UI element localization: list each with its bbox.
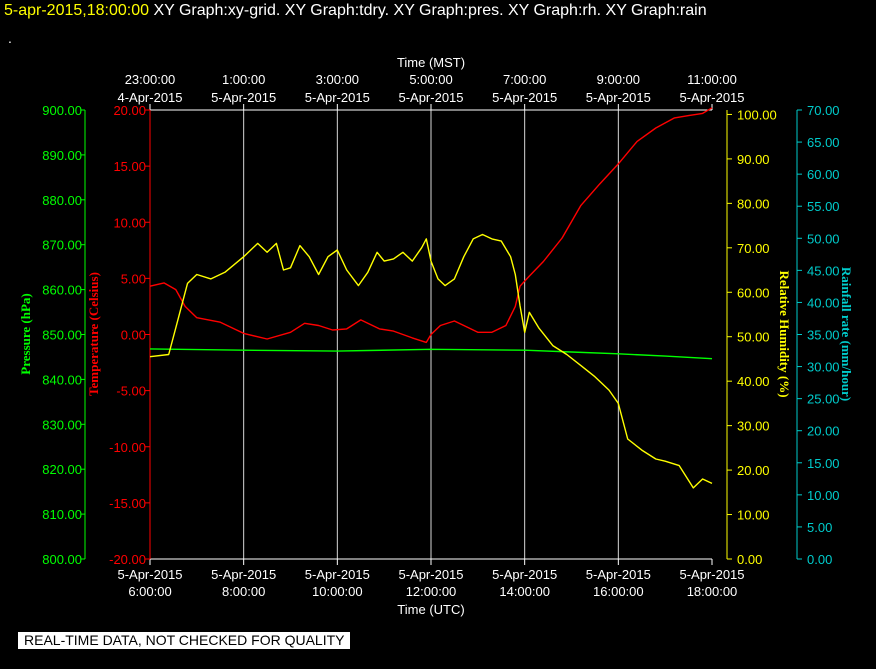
- rain-tick-label: 35.00: [807, 328, 840, 343]
- top-tick-time: 9:00:00: [597, 72, 640, 87]
- pressure-tick-label: 810.00: [42, 507, 82, 522]
- rain-tick-label: 65.00: [807, 135, 840, 150]
- bottom-tick-time: 18:00:00: [687, 584, 738, 599]
- rain-axis-title: Rainfall rate (mm/hour): [839, 267, 854, 401]
- temperature-series-line: [149, 107, 713, 344]
- top-axis-label: Time (MST): [397, 55, 465, 70]
- bottom-tick-time: 12:00:00: [406, 584, 457, 599]
- temperature-tick-label: 5.00: [121, 271, 146, 286]
- rain-tick-label: 50.00: [807, 231, 840, 246]
- top-tick-date: 5-Apr-2015: [492, 90, 557, 105]
- humidity-axis-title: Relative Humidity (%): [777, 270, 792, 397]
- rain-tick-label: 55.00: [807, 199, 840, 214]
- humidity-series-line: [149, 233, 713, 489]
- bottom-tick-date: 5-Apr-2015: [211, 567, 276, 582]
- pressure-tick-label: 840.00: [42, 372, 82, 387]
- pressure-tick-label: 880.00: [42, 193, 82, 208]
- humidity-tick-label: 50.00: [737, 330, 770, 345]
- bottom-tick-date: 5-Apr-2015: [586, 567, 651, 582]
- top-tick-date: 5-Apr-2015: [679, 90, 744, 105]
- rain-tick-label: 45.00: [807, 263, 840, 278]
- humidity-tick-label: 40.00: [737, 374, 770, 389]
- rain-tick-label: 0.00: [807, 552, 832, 567]
- bottom-tick-date: 5-Apr-2015: [679, 567, 744, 582]
- header-graph-list: XY Graph:xy-grid. XY Graph:tdry. XY Grap…: [153, 2, 707, 19]
- humidity-tick-label: 60.00: [737, 285, 770, 300]
- rain-tick-label: 5.00: [807, 520, 832, 535]
- pressure-tick-label: 870.00: [42, 238, 82, 253]
- humidity-tick-label: 70.00: [737, 241, 770, 256]
- temperature-tick-label: -20.00: [109, 552, 146, 567]
- temperature-tick-label: -5.00: [116, 384, 146, 399]
- pressure-tick-label: 830.00: [42, 417, 82, 432]
- quality-note: REAL-TIME DATA, NOT CHECKED FOR QUALITY: [18, 632, 351, 649]
- rain-tick-label: 10.00: [807, 488, 840, 503]
- top-tick-date: 5-Apr-2015: [586, 90, 651, 105]
- top-tick-date: 4-Apr-2015: [117, 90, 182, 105]
- temperature-tick-label: 0.00: [121, 328, 146, 343]
- humidity-tick-label: 20.00: [737, 463, 770, 478]
- header-bar: 5-apr-2015,18:00:00 XY Graph:xy-grid. XY…: [4, 2, 707, 20]
- rain-tick-label: 15.00: [807, 456, 840, 471]
- top-tick-time: 7:00:00: [503, 72, 546, 87]
- temperature-axis-title: Temperature (Celsius): [86, 272, 101, 396]
- humidity-tick-label: 80.00: [737, 196, 770, 211]
- rain-tick-label: 30.00: [807, 360, 840, 375]
- humidity-tick-label: 90.00: [737, 152, 770, 167]
- humidity-tick-label: 30.00: [737, 419, 770, 434]
- temperature-tick-label: -15.00: [109, 496, 146, 511]
- top-tick-time: 3:00:00: [316, 72, 359, 87]
- temperature-tick-label: -10.00: [109, 440, 146, 455]
- top-tick-time: 5:00:00: [409, 72, 452, 87]
- humidity-tick-label: 100.00: [737, 107, 777, 122]
- top-tick-date: 5-Apr-2015: [305, 90, 370, 105]
- humidity-tick-label: 10.00: [737, 508, 770, 523]
- header-dot: .: [8, 30, 12, 46]
- pressure-tick-label: 820.00: [42, 462, 82, 477]
- top-tick-date: 5-Apr-2015: [398, 90, 463, 105]
- pressure-series-line: [149, 348, 713, 360]
- temperature-tick-label: 15.00: [113, 159, 146, 174]
- top-tick-date: 5-Apr-2015: [211, 90, 276, 105]
- bottom-tick-time: 16:00:00: [593, 584, 644, 599]
- bottom-tick-time: 6:00:00: [128, 584, 171, 599]
- bottom-tick-date: 5-Apr-2015: [492, 567, 557, 582]
- pressure-axis-title: Pressure (hPa): [18, 293, 33, 374]
- bottom-tick-date: 5-Apr-2015: [398, 567, 463, 582]
- rain-tick-label: 20.00: [807, 424, 840, 439]
- top-tick-time: 11:00:00: [687, 72, 737, 87]
- bottom-tick-time: 8:00:00: [222, 584, 265, 599]
- rain-tick-label: 70.00: [807, 103, 840, 118]
- pressure-tick-label: 900.00: [42, 103, 82, 118]
- temperature-tick-label: 20.00: [113, 103, 146, 118]
- top-tick-time: 23:00:00: [125, 72, 176, 87]
- pressure-tick-label: 860.00: [42, 283, 82, 298]
- header-date: 5-apr-2015,18:00:00: [4, 2, 149, 19]
- bottom-axis-label: Time (UTC): [397, 602, 464, 617]
- humidity-tick-label: 0.00: [737, 552, 762, 567]
- pressure-tick-label: 800.00: [42, 552, 82, 567]
- temperature-tick-label: 10.00: [113, 215, 146, 230]
- rain-tick-label: 40.00: [807, 295, 840, 310]
- bottom-tick-time: 14:00:00: [499, 584, 550, 599]
- pressure-tick-label: 890.00: [42, 148, 82, 163]
- pressure-tick-label: 850.00: [42, 328, 82, 343]
- bottom-tick-time: 10:00:00: [312, 584, 363, 599]
- bottom-tick-date: 5-Apr-2015: [117, 567, 182, 582]
- rain-tick-label: 25.00: [807, 392, 840, 407]
- top-tick-time: 1:00:00: [222, 72, 265, 87]
- bottom-tick-date: 5-Apr-2015: [305, 567, 370, 582]
- rain-tick-label: 60.00: [807, 167, 840, 182]
